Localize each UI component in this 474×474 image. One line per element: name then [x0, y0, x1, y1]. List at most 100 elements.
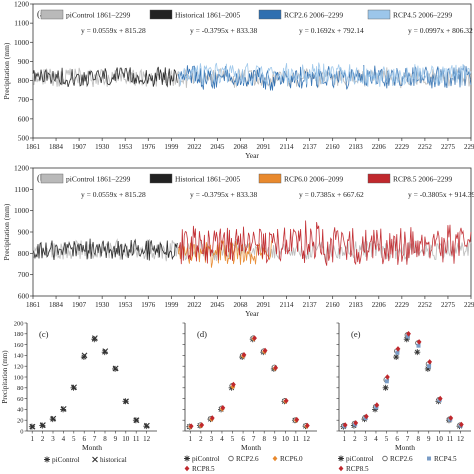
x-tick-label: 2114	[280, 143, 294, 151]
data-point-3-3	[363, 413, 369, 420]
x-tick-label: 2137	[303, 301, 318, 309]
x-tick-label: 1907	[72, 301, 87, 309]
legend-swatch-3	[367, 9, 391, 20]
x-tick-label: 1884	[49, 143, 64, 151]
data-point-3-8	[416, 339, 422, 345]
data-point-3-6	[395, 346, 401, 352]
data-point-0-9	[424, 365, 431, 372]
x-tick-label: 1953	[118, 143, 133, 151]
x-tick-label: 3	[364, 435, 368, 443]
x-tick-label: 2160	[326, 301, 341, 309]
series-line-3	[178, 62, 472, 87]
legend-label-2: RCP2.6 2006–2299	[284, 11, 343, 20]
y-tick-label: 0	[20, 428, 23, 435]
data-point-3-2	[353, 420, 359, 426]
data-point-3-6	[241, 352, 247, 358]
data-point-1-6	[81, 352, 88, 359]
legend-marker-3	[338, 465, 344, 472]
x-tick-label: 12	[457, 435, 465, 443]
x-tick-label: 1907	[72, 143, 87, 151]
x-tick-label: 2068	[233, 301, 248, 309]
data-point-3-8	[262, 347, 268, 354]
legend-swatch-0	[40, 9, 64, 20]
legend-marker-0	[184, 455, 190, 462]
x-tick-label: 9	[114, 435, 118, 443]
y-tick-label: 180	[14, 331, 24, 338]
x-axis-label: Month	[82, 443, 102, 452]
x-tick-label: 5	[231, 435, 235, 443]
x-axis-label: Year	[245, 309, 259, 318]
data-point-0-8	[414, 349, 421, 356]
data-point-3-2	[199, 422, 205, 428]
y-tick-label: 20	[17, 418, 24, 425]
data-point-2-9	[427, 364, 432, 369]
legend-marker-3	[184, 465, 190, 472]
x-tick-label: 2	[41, 435, 45, 443]
x-tick-label: 2252	[418, 301, 433, 309]
trend-equation-3: y = 0.0997x + 806.32	[408, 26, 473, 35]
data-point-1-2	[40, 422, 46, 428]
data-point-3-5	[385, 374, 390, 380]
y-tick-label: 900	[18, 228, 30, 237]
x-tick-label: 2091	[257, 143, 272, 151]
trend-equation-2: y = 0.7385x + 667.62	[299, 190, 364, 199]
trend-equation-0: y = 0.0559x + 815.28	[81, 26, 146, 35]
y-tick-label: 100	[14, 374, 24, 381]
trend-equation-1: y = -0.3795x + 833.38	[190, 26, 257, 35]
legend-swatch-1	[149, 9, 173, 20]
x-tick-label: 2091	[257, 301, 272, 309]
y-tick-label: 800	[18, 76, 30, 85]
series-line-1	[32, 66, 178, 88]
data-point-1-10	[123, 398, 129, 405]
series-line-2	[177, 240, 272, 268]
x-tick-label: 2	[199, 435, 203, 443]
x-tick-label: 12	[303, 435, 311, 443]
y-axis-label: Precipitation (mm)	[2, 42, 11, 99]
data-point-3-7	[252, 335, 257, 341]
data-point-2-8	[416, 343, 421, 348]
legend-label-1: Historical 1861–2005	[175, 11, 240, 20]
x-tick-label: 10	[282, 435, 290, 443]
legend-marker-2	[427, 456, 431, 461]
x-tick-label: 1999	[164, 301, 179, 309]
x-tick-label: 2183	[349, 143, 364, 151]
x-tick-label: 3	[210, 435, 214, 443]
legend-label-1: historical	[100, 456, 127, 464]
x-tick-label: 1953	[118, 301, 133, 309]
data-point-3-9	[427, 359, 433, 365]
y-tick-label: 60	[17, 396, 24, 403]
x-tick-label: 1	[343, 435, 347, 443]
x-tick-label: 2160	[326, 143, 341, 151]
x-tick-label: 12	[143, 435, 151, 443]
legend-label-2: RCP4.5	[434, 455, 457, 463]
y-tick-label: 600	[18, 292, 30, 301]
data-point-1-3	[50, 415, 57, 422]
data-point-3-11	[294, 416, 300, 423]
data-point-1-9	[112, 365, 119, 372]
panel-label: (d)	[197, 329, 207, 339]
y-axis-label: Precipitation (mm)	[2, 203, 11, 260]
trend-equation-3: y = -0.3805x + 914.39	[408, 190, 474, 199]
legend-swatch-0	[40, 173, 64, 184]
x-tick-label: 8	[262, 435, 266, 443]
x-tick-label: 2114	[280, 301, 294, 309]
x-tick-label: 8	[103, 435, 107, 443]
data-point-3-12	[304, 422, 310, 429]
y-tick-label: 1000	[14, 38, 29, 47]
data-point-0-7	[403, 336, 410, 343]
x-tick-label: 1976	[141, 301, 156, 309]
x-axis-label: Month	[395, 443, 415, 452]
data-point-0-4	[372, 406, 379, 413]
x-tick-label: 1884	[49, 301, 64, 309]
x-tick-label: 2275	[441, 301, 456, 309]
y-tick-label: 900	[18, 57, 30, 66]
x-tick-label: 1976	[141, 143, 156, 151]
x-tick-label: 6	[82, 435, 86, 443]
data-point-3-4	[220, 404, 226, 411]
data-point-0-6	[80, 354, 87, 361]
x-tick-label: 9	[427, 435, 431, 443]
x-tick-label: 7	[93, 435, 97, 443]
data-point-2-4	[374, 405, 379, 410]
